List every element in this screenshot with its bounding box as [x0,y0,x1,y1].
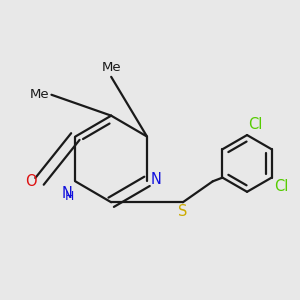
Text: Me: Me [101,61,121,74]
Text: N: N [151,172,161,188]
Text: S: S [178,204,188,219]
Text: Cl: Cl [274,179,289,194]
Text: Me: Me [29,88,49,101]
Text: N: N [61,186,72,201]
Text: H: H [64,190,74,203]
Text: Cl: Cl [248,117,263,132]
Text: O: O [25,174,37,189]
